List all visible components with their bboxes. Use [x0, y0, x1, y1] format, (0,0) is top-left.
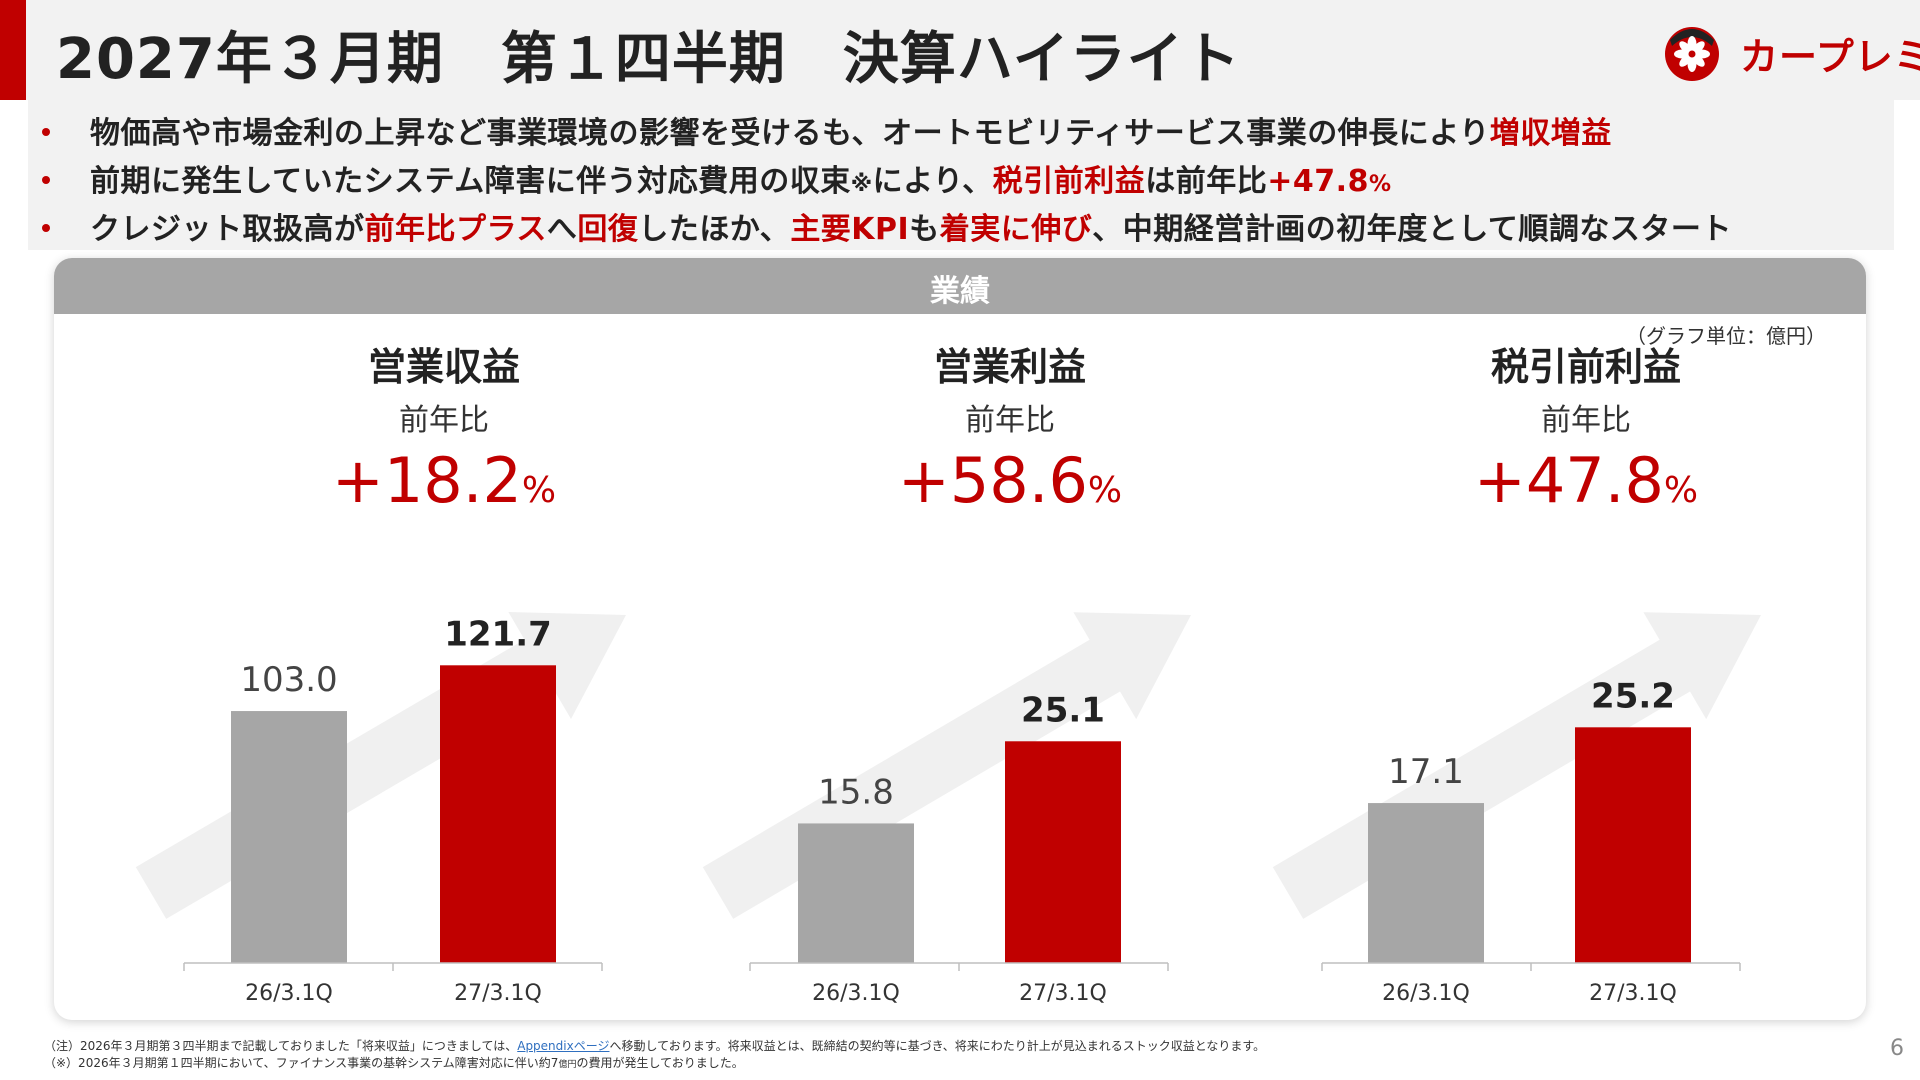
kpi-value-number: +58.6 [897, 444, 1088, 517]
bar-current [440, 665, 556, 963]
kpi-value: +18.2% [234, 446, 654, 516]
company-logo: カープレミア [1656, 20, 1920, 84]
bullet-segment: も [909, 212, 940, 247]
kpi-label: 前年比 [965, 403, 1055, 438]
bullet-segment: により、 [872, 164, 993, 199]
summary-bullets: 物価高や市場金利の上昇など事業環境の影響を受けるも、オートモビリティサービス事業… [28, 100, 1894, 250]
kpi-label: 前年比 [1541, 403, 1631, 438]
kpi-operating-profit: 営業利益 前年比 +58.6% [800, 338, 1220, 516]
bar-current [1005, 741, 1121, 963]
bullet-dot [42, 176, 50, 184]
title-bar: 2027年３月期 第１四半期 決算ハイライト カープレミア [0, 0, 1920, 100]
bar-charts: 103.0 26/3.1Q 121.7 27/3.1Q 15.8 26/3.1Q 25.1 2… [135, 612, 1761, 1006]
bar-value-label: 15.8 [818, 772, 894, 812]
panel-header: 業績 [54, 258, 1866, 314]
kpi-value-number: +18.2 [331, 444, 522, 517]
logo-text: カープレミア [1740, 35, 1920, 79]
bullet-segment: 前期に発生していたシステム障害に伴う対応費用の収束 [90, 164, 851, 199]
kpi-name: 営業収益 [367, 345, 520, 389]
summary-bullet-3: クレジット取扱高が前年比プラスへ回復したほか、主要KPIも着実に伸び、中期経営計… [28, 204, 1894, 248]
category-label: 27/3.1Q [454, 981, 542, 1006]
kpi-name: 税引前利益 [1490, 345, 1681, 389]
summary-bullet-2: 前期に発生していたシステム障害に伴う対応費用の収束※により、税引前利益は前年比+… [28, 156, 1894, 200]
bullet-segment: 前年比プラス [364, 212, 547, 247]
footnote-2-text: （※）2026年３月期第１四半期において、ファイナンス事業の基幹システム障害対応… [44, 1056, 559, 1070]
page-number: 6 [1890, 1036, 1904, 1061]
bullet-segment: 主要KPI [790, 212, 910, 247]
panel-title: 業績 [930, 274, 990, 309]
bullet-segment: へ [546, 212, 578, 247]
kpi-value: +58.6% [800, 446, 1220, 516]
bar-value-label: 25.1 [1021, 690, 1105, 730]
title-background [26, 0, 1920, 100]
kpi-value-unit: % [1663, 470, 1699, 511]
category-label: 26/3.1Q [245, 981, 333, 1006]
bullet-segment: 回復 [577, 212, 639, 247]
bullet-segment: 、中期経営計画の初年度として順調なスタート [1092, 212, 1732, 247]
page-title: 2027年３月期 第１四半期 決算ハイライト [56, 27, 1241, 92]
category-label: 27/3.1Q [1019, 981, 1107, 1006]
kpi-operating-revenue: 営業収益 前年比 +18.2% [234, 338, 654, 516]
kpi-value: +47.8% [1376, 446, 1796, 516]
kpi-name: 営業利益 [933, 345, 1086, 389]
bar-current [1575, 727, 1691, 963]
footnote-2-unit: 億円 [558, 1060, 577, 1070]
bar-value-label: 103.0 [240, 660, 337, 700]
logo-icon [1665, 27, 1719, 81]
title-accent-bar [0, 0, 26, 100]
kpi-value-unit: % [521, 470, 557, 511]
kpi-value-number: +47.8 [1473, 444, 1664, 517]
bar-value-label: 25.2 [1591, 676, 1675, 716]
kpi-pretax-profit: 税引前利益 前年比 +47.8% [1376, 338, 1796, 516]
bar-value-label: 121.7 [444, 614, 552, 654]
graph-unit-note: （グラフ単位：億円） [1626, 324, 1826, 348]
footnote-1-text-end: へ移動しております。将来収益とは、既締結の契約等に基づき、将来にわたり計上が見込… [609, 1039, 1266, 1053]
bar-value-label: 17.1 [1388, 752, 1464, 792]
category-label: 27/3.1Q [1589, 981, 1677, 1006]
kpi-label: 前年比 [399, 403, 489, 438]
bullet-segment: % [1368, 172, 1392, 197]
bullet-segment: 税引前利益 [992, 164, 1146, 199]
bullet-segment: クレジット取扱高が [90, 212, 365, 247]
bar-prior [1368, 803, 1484, 963]
bullet-segment: 物価高や市場金利の上昇など事業環境の影響を受けるも、オートモビリティサービス事業… [90, 116, 1490, 151]
bullet-segment: したほか、 [638, 212, 791, 247]
summary-bullet-1: 物価高や市場金利の上昇など事業環境の影響を受けるも、オートモビリティサービス事業… [28, 108, 1894, 152]
footnote-1: （注）2026年３月期第３四半期まで記載しておりました「将来収益」につきましては… [44, 1038, 1265, 1055]
kpi-value-unit: % [1087, 470, 1123, 511]
bullet-segment: +47.8 [1267, 164, 1369, 199]
bullet-dot [42, 224, 50, 232]
footnote-2-text-end: の費用が発生しておりました。 [576, 1056, 744, 1070]
category-label: 26/3.1Q [812, 981, 900, 1006]
bar-prior [798, 823, 914, 963]
footnote-2: （※）2026年３月期第１四半期において、ファイナンス事業の基幹システム障害対応… [44, 1055, 1265, 1074]
bullet-dot [42, 128, 50, 136]
bar-prior [231, 711, 347, 963]
category-label: 26/3.1Q [1382, 981, 1470, 1006]
performance-panel: 業績 （グラフ単位：億円） 103.0 26/3.1Q 121.7 27/3.1Q 15… [54, 258, 1866, 1020]
bullet-segment: は前年比 [1145, 164, 1268, 199]
appendix-link[interactable]: Appendixページ [517, 1039, 610, 1053]
footnotes: （注）2026年３月期第３四半期まで記載しておりました「将来収益」につきましては… [44, 1038, 1265, 1074]
bullet-segment: ※ [850, 172, 873, 197]
bullet-text: 物価高や市場金利の上昇など事業環境の影響を受けるも、オートモビリティサービス事業… [90, 108, 1612, 152]
bullet-text: クレジット取扱高が前年比プラスへ回復したほか、主要KPIも着実に伸び、中期経営計… [90, 204, 1732, 248]
bullet-segment: 増収増益 [1489, 116, 1612, 151]
bullet-text: 前期に発生していたシステム障害に伴う対応費用の収束※により、税引前利益は前年比+… [90, 156, 1392, 200]
bullet-segment: 着実に伸び [939, 212, 1093, 247]
footnote-1-text: （注）2026年３月期第３四半期まで記載しておりました「将来収益」につきましては… [44, 1039, 518, 1053]
